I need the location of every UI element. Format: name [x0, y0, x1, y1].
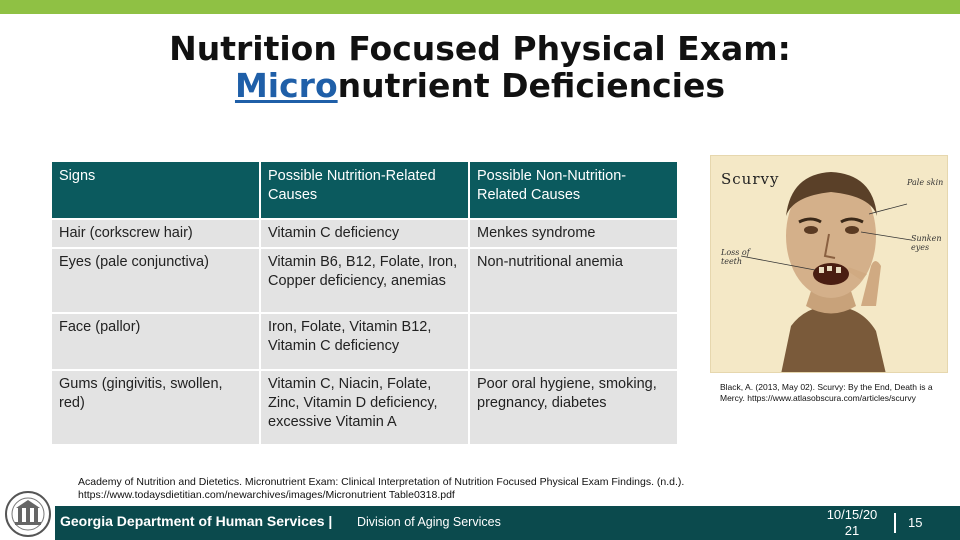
table-cell: Gums (gingivitis, swollen, red) — [50, 369, 261, 446]
table-row: Face (pallor) Iron, Folate, Vitamin B12,… — [50, 312, 679, 371]
table-cell: Vitamin B6, B12, Folate, Iron, Copper de… — [259, 247, 470, 314]
slide-title: Nutrition Focused Physical Exam: Micronu… — [0, 30, 960, 104]
annotation-loss-of-teeth: Loss of teeth — [721, 248, 750, 266]
table-cell: Poor oral hygiene, smoking, pregnancy, d… — [468, 369, 679, 446]
source-citation: Academy of Nutrition and Dietetics. Micr… — [78, 476, 685, 501]
table-row: Hair (corkscrew hair) Vitamin C deficien… — [50, 218, 679, 249]
footer-separator — [894, 513, 896, 533]
table-cell: Hair (corkscrew hair) — [50, 218, 261, 249]
table-cell: Vitamin C deficiency — [259, 218, 470, 249]
table-cell: Face (pallor) — [50, 312, 261, 371]
deficiency-table: Signs Possible Nutrition-Related Causes … — [50, 160, 679, 446]
scurvy-illustration: Scurvy Pale skin Loss of teeth Sunken ey… — [710, 155, 948, 373]
table-cell: Menkes syndrome — [468, 218, 679, 249]
title-line-2: Micronutrient Deficiencies — [0, 67, 960, 104]
table-cell: Eyes (pale conjunctiva) — [50, 247, 261, 314]
table-row: Gums (gingivitis, swollen, red) Vitamin … — [50, 369, 679, 446]
title-micro-link[interactable]: Micro — [234, 66, 338, 105]
table-cell: Iron, Folate, Vitamin B12, Vitamin C def… — [259, 312, 470, 371]
georgia-seal-icon — [5, 491, 51, 537]
scurvy-title: Scurvy — [721, 170, 780, 188]
title-rest: nutrient Deficiencies — [337, 66, 726, 105]
table-header-row: Signs Possible Nutrition-Related Causes … — [50, 160, 679, 220]
table-cell: Vitamin C, Niacin, Folate, Zinc, Vitamin… — [259, 369, 470, 446]
table-cell: Non-nutritional anemia — [468, 247, 679, 314]
footer-organization: Georgia Department of Human Services | — [60, 513, 333, 529]
title-line-1: Nutrition Focused Physical Exam: — [169, 29, 791, 68]
footer-date: 10/15/20 21 — [826, 507, 878, 538]
footer-division: Division of Aging Services — [357, 515, 501, 529]
scurvy-face-drawing — [740, 172, 912, 372]
header-nutrition-causes: Possible Nutrition-Related Causes — [259, 160, 470, 220]
header-non-nutrition-causes: Possible Non-Nutrition-Related Causes — [468, 160, 679, 220]
top-accent-bar — [0, 0, 960, 14]
table-row: Eyes (pale conjunctiva) Vitamin B6, B12,… — [50, 247, 679, 314]
image-citation: Black, A. (2013, May 02). Scurvy: By the… — [720, 382, 933, 403]
annotation-pale-skin: Pale skin — [907, 178, 944, 187]
table-cell — [468, 312, 679, 371]
annotation-sunken-eyes: Sunken eyes — [911, 234, 942, 252]
header-signs: Signs — [50, 160, 261, 220]
footer-bar — [55, 506, 960, 540]
page-number: 15 — [908, 515, 923, 530]
